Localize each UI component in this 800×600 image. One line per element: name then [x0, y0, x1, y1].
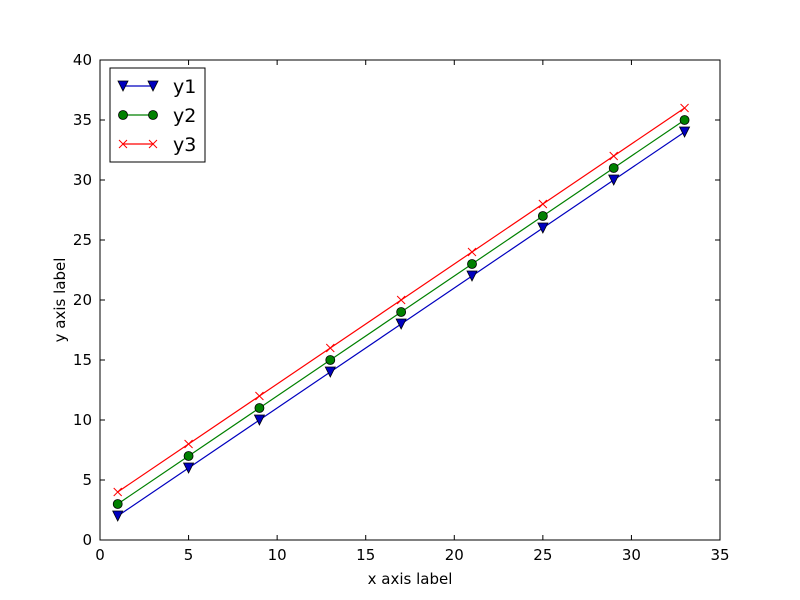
data-point-y1	[182, 462, 195, 474]
x-tick-label: 25	[533, 546, 552, 564]
data-point-y3	[255, 391, 264, 401]
legend-marker	[148, 110, 158, 120]
data-point-y1	[253, 414, 266, 426]
y-axis-label: y axis label	[51, 258, 69, 343]
data-point-y3	[396, 295, 406, 305]
legend-label: y2	[173, 105, 196, 127]
axis-ticks: 0 5 10 15 20 25 30 35 0 5 10 15 20 25 30 35 40	[73, 51, 730, 564]
series-y3	[113, 103, 689, 497]
data-point-y3	[538, 199, 548, 209]
legend: y1 y2 y3	[109, 67, 206, 163]
y-tick-label: 20	[73, 291, 92, 309]
x-tick-label: 30	[622, 546, 641, 564]
x-tick-label: 5	[184, 546, 194, 564]
legend-marker	[148, 139, 158, 149]
data-point-y3	[184, 439, 193, 449]
x-tick-label: 10	[268, 546, 287, 564]
data-point-y2	[254, 403, 265, 413]
y-tick-label: 35	[73, 111, 92, 129]
x-tick-label: 15	[356, 546, 375, 564]
data-point-y2	[396, 307, 407, 317]
data-point-y1	[608, 174, 620, 186]
data-point-y3	[680, 103, 689, 113]
data-point-y2	[537, 211, 548, 221]
data-point-y1	[324, 366, 336, 378]
y-tick-label: 5	[82, 471, 92, 489]
series-y1	[112, 126, 691, 522]
data-point-y1	[537, 222, 549, 234]
data-point-y3	[609, 151, 619, 161]
legend-marker	[147, 80, 159, 92]
data-point-y2	[608, 163, 619, 173]
legend-item-y3: y3	[118, 134, 196, 156]
y-tick-label: 15	[73, 351, 92, 369]
y-tick-label: 40	[73, 51, 92, 69]
legend-item-y2: y2	[118, 105, 196, 127]
data-point-y1	[112, 510, 124, 522]
data-point-y2	[679, 115, 690, 125]
legend-marker	[117, 80, 129, 92]
data-point-y2	[183, 451, 194, 461]
data-point-y3	[467, 247, 477, 257]
data-point-y3	[113, 487, 123, 497]
legend-label: y3	[173, 134, 196, 156]
data-point-y3	[325, 343, 335, 353]
legend-label: y1	[173, 76, 196, 98]
data-point-y1	[395, 318, 407, 330]
legend-item-y1: y1	[117, 76, 196, 98]
data-point-y2	[325, 355, 336, 365]
data-point-y2	[467, 259, 477, 269]
legend-marker	[118, 139, 128, 149]
legend-marker	[118, 110, 128, 120]
y-tick-label: 30	[73, 171, 92, 189]
x-tick-label: 0	[95, 546, 105, 564]
data-point-y1	[466, 270, 478, 282]
x-axis-label: x axis label	[368, 570, 453, 588]
x-tick-label: 35	[710, 546, 729, 564]
x-tick-label: 20	[445, 546, 464, 564]
data-point-y2	[112, 499, 123, 509]
data-point-y1	[678, 126, 691, 138]
y-tick-label: 25	[73, 231, 92, 249]
series-layer	[112, 103, 691, 522]
y-tick-label: 10	[73, 411, 92, 429]
y-tick-label: 0	[82, 531, 92, 549]
series-y2	[112, 115, 690, 509]
